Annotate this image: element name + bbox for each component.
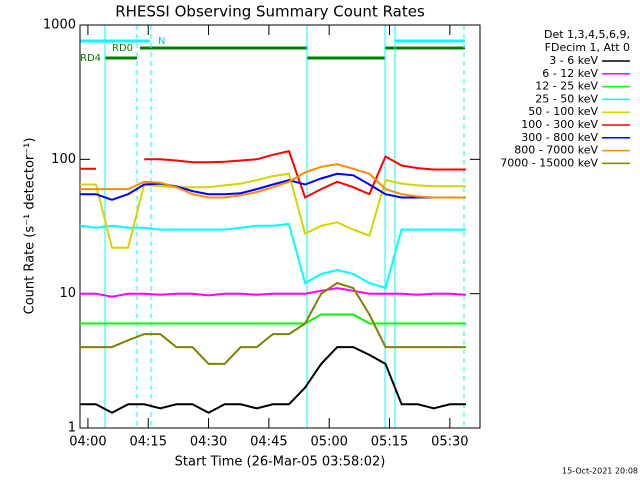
intervals	[80, 39, 465, 60]
series-line	[79, 287, 466, 298]
legend-label: 800 - 7000 keV	[514, 144, 598, 157]
series-line	[79, 222, 466, 290]
series-line	[79, 163, 466, 199]
y-tick-label: 1	[68, 421, 76, 436]
x-tick-label: 04:45	[250, 435, 287, 450]
x-tick-label: 05:30	[431, 435, 468, 450]
x-tick-label: 05:00	[310, 435, 347, 450]
timestamp: 15-Oct-2021 20:08	[562, 467, 638, 476]
x-tick-label: 05:15	[371, 435, 408, 450]
legend-label: 50 - 100 keV	[528, 105, 598, 118]
y-tick-label: 100	[51, 152, 76, 167]
boundaries	[104, 25, 465, 428]
annotation: RD0	[112, 43, 133, 54]
x-tick-label: 04:30	[190, 435, 227, 450]
legend-label: 100 - 300 keV	[521, 118, 598, 131]
legend-label: 3 - 6 keV	[549, 54, 598, 67]
legend-title: Det 1,3,4,5,6,9,	[544, 28, 630, 41]
annotation: N	[158, 36, 165, 47]
x-tick-label: 04:15	[130, 435, 167, 450]
x-tick-label: 04:00	[69, 435, 106, 450]
x-axis-label: Start Time (26-Mar-05 03:58:02)	[175, 455, 386, 470]
y-tick-label: 10	[59, 286, 76, 301]
series-line	[79, 313, 466, 325]
legend-title: FDecim 1, Att 0	[545, 41, 630, 54]
legend-label: 12 - 25 keV	[535, 80, 598, 93]
y-axis-label: Count Rate (s⁻¹ detector⁻¹)	[23, 138, 38, 315]
annotation: RD4	[80, 53, 101, 64]
series-line	[79, 150, 466, 199]
series-line	[79, 172, 466, 201]
series-line	[79, 346, 466, 414]
legend-label: 6 - 12 keV	[542, 67, 598, 80]
legend-label: 25 - 50 keV	[535, 92, 598, 105]
legend-label: 300 - 800 keV	[521, 131, 598, 144]
series-line	[79, 281, 466, 365]
chart-title: RHESSI Observing Summary Count Rates	[115, 3, 425, 21]
y-tick-label: 1000	[43, 18, 76, 33]
legend-label: 7000 - 15000 keV	[500, 156, 598, 169]
